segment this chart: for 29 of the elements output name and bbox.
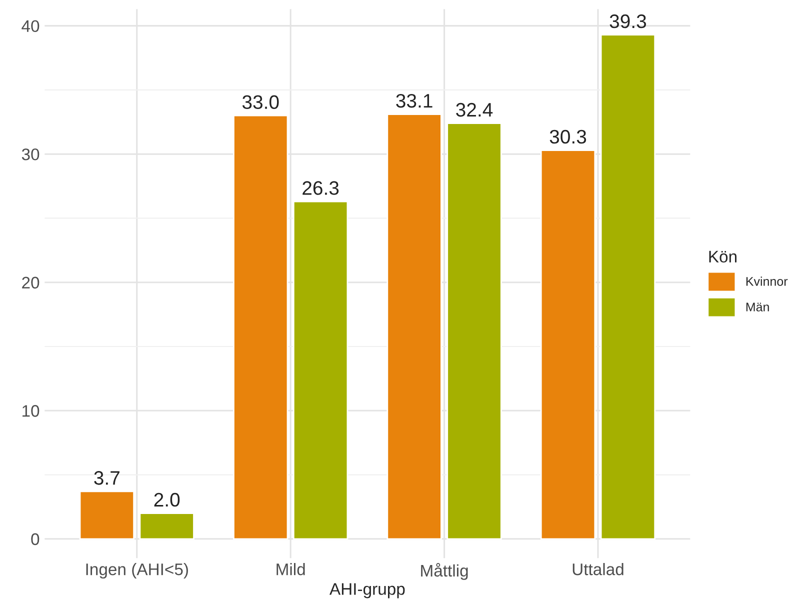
data-label: 39.3 bbox=[610, 14, 646, 28]
data-label: 33.1 bbox=[396, 94, 432, 108]
legend-title: Kön bbox=[709, 250, 736, 263]
bar bbox=[386, 114, 442, 540]
y-tick-label: 40 bbox=[22, 20, 40, 32]
bar bbox=[292, 200, 348, 540]
x-tick-label: Ingen (AHI<5) bbox=[86, 563, 188, 579]
y-tick-label: 20 bbox=[22, 276, 40, 289]
bar bbox=[233, 114, 288, 540]
y-tick-label: 10 bbox=[22, 405, 40, 417]
x-axis-title: AHI-grupp bbox=[329, 583, 405, 598]
data-label: 33.0 bbox=[242, 95, 279, 109]
y-tick-label: 30 bbox=[22, 148, 40, 160]
data-label: 3.7 bbox=[94, 471, 120, 485]
bar bbox=[139, 512, 194, 540]
legend-label: Män bbox=[746, 302, 769, 312]
data-label: 30.3 bbox=[550, 130, 586, 144]
x-tick-label: Mild bbox=[276, 563, 305, 576]
bar bbox=[446, 122, 502, 540]
x-tick-label: Uttalad bbox=[572, 563, 624, 576]
legend-label: Kvinnor bbox=[746, 276, 788, 286]
bar bbox=[600, 34, 656, 540]
data-label: 26.3 bbox=[302, 181, 339, 195]
x-tick-label: Måttlig bbox=[421, 563, 468, 580]
bar bbox=[79, 490, 134, 540]
data-label: 32.4 bbox=[456, 102, 493, 117]
y-tick-label: 0 bbox=[31, 533, 40, 546]
bar bbox=[540, 150, 596, 540]
data-label: 2.0 bbox=[154, 492, 180, 507]
